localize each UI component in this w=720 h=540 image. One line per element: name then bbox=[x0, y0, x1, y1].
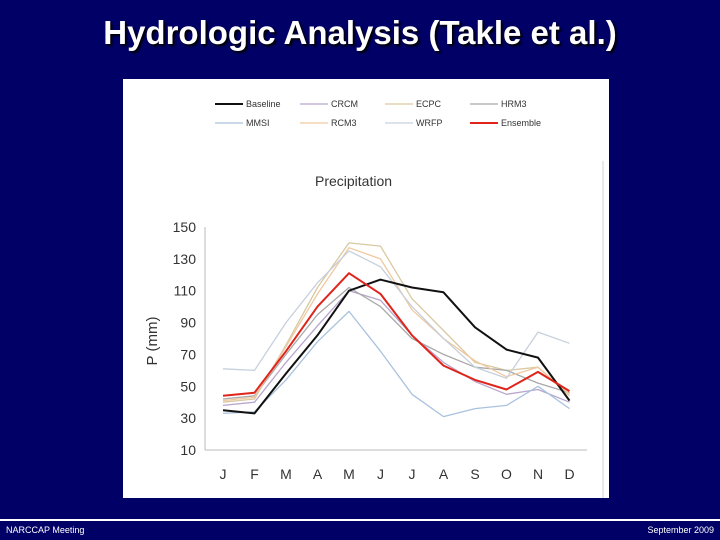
x-tick-label: M bbox=[280, 466, 292, 482]
x-tick-label: M bbox=[343, 466, 355, 482]
series-line-rcm3 bbox=[222, 247, 570, 402]
footer-divider bbox=[0, 519, 720, 521]
x-tick-label: J bbox=[377, 466, 384, 482]
y-tick-label: 130 bbox=[173, 251, 197, 267]
series-line-hrm3 bbox=[222, 286, 570, 400]
footer-right-text: September 2009 bbox=[647, 525, 714, 535]
series-lines bbox=[222, 242, 571, 418]
series-line-crcm bbox=[222, 290, 570, 407]
slide-title: Hydrologic Analysis (Takle et al.) bbox=[103, 14, 617, 51]
legend-label-mmsi: MMSI bbox=[246, 118, 270, 128]
legend-label-ecpc: ECPC bbox=[416, 99, 442, 109]
y-tick-label: 110 bbox=[174, 283, 197, 299]
x-tick-label: S bbox=[470, 466, 479, 482]
footer-left-text: NARCCAP Meeting bbox=[6, 525, 85, 535]
series-line-mmsi bbox=[222, 310, 570, 418]
legend-label-wrfp: WRFP bbox=[416, 118, 443, 128]
chart-figure: Baseline CRCM ECPC HRM3 MMSI RCM3 WRFP Ensemble… bbox=[123, 79, 609, 498]
x-tick-label: D bbox=[564, 466, 574, 482]
x-tick-label: N bbox=[533, 466, 543, 482]
y-tick-label: 50 bbox=[180, 378, 196, 394]
y-tick-label: 70 bbox=[180, 346, 196, 362]
legend-label-rcm3: RCM3 bbox=[331, 118, 357, 128]
x-tick-label: J bbox=[409, 466, 416, 482]
plot-frame bbox=[204, 161, 604, 498]
chart-title: Precipitation bbox=[315, 173, 392, 189]
precipitation-chart: Baseline CRCM ECPC HRM3 MMSI RCM3 WRFP Ensemble… bbox=[144, 99, 604, 498]
x-tick-label: O bbox=[501, 466, 512, 482]
y-axis-ticks: 10 30 50 70 90 110 130 150 bbox=[173, 219, 197, 458]
series-line-baseline bbox=[222, 278, 571, 415]
y-tick-label: 10 bbox=[180, 442, 196, 458]
y-axis-label: P (mm) bbox=[144, 317, 161, 366]
series-line-wrfp bbox=[222, 250, 570, 379]
legend-label-baseline: Baseline bbox=[246, 99, 281, 109]
x-tick-label: F bbox=[250, 466, 259, 482]
x-tick-label: A bbox=[313, 466, 323, 482]
y-tick-label: 150 bbox=[173, 219, 197, 235]
chart-legend: Baseline CRCM ECPC HRM3 MMSI RCM3 WRFP Ensemble bbox=[215, 99, 541, 128]
legend-label-hrm3: HRM3 bbox=[501, 99, 527, 109]
y-tick-label: 30 bbox=[180, 410, 196, 426]
x-tick-label: J bbox=[220, 466, 227, 482]
x-tick-label: A bbox=[439, 466, 449, 482]
legend-label-ensemble: Ensemble bbox=[501, 118, 541, 128]
legend-label-crcm: CRCM bbox=[331, 99, 358, 109]
series-line-ensemble bbox=[222, 272, 571, 397]
y-tick-label: 90 bbox=[180, 315, 196, 331]
